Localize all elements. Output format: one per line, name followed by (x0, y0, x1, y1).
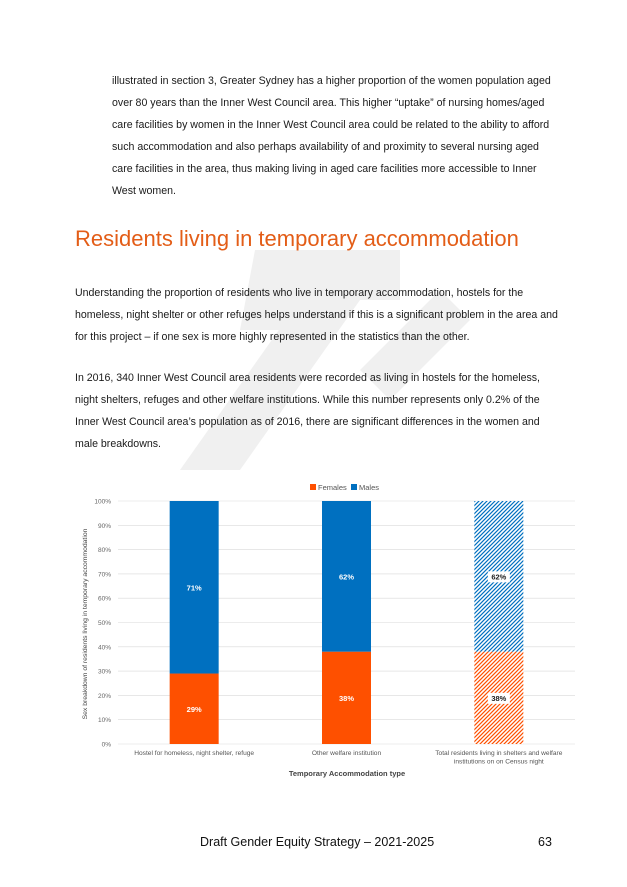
legend-label-males: Males (359, 483, 379, 492)
y-tick-label: 10% (98, 717, 111, 724)
bar-males-1 (169, 501, 219, 674)
data-label-males-1: 71% (187, 583, 202, 592)
y-tick-label: 40% (98, 644, 111, 651)
bar-females-2 (322, 651, 371, 744)
footer-title: Draft Gender Equity Strategy – 2021-2025 (200, 835, 435, 849)
data-label-males-3: 62% (491, 572, 506, 581)
y-tick-label: 100% (94, 499, 111, 506)
section-heading: Residents living in temporary accommodat… (75, 226, 519, 251)
bar-males-2 (322, 501, 371, 652)
y-tick-label: 30% (98, 669, 111, 676)
data-label-males-2: 62% (339, 572, 354, 581)
x-tick-label-2: Other welfare institution (312, 750, 382, 757)
y-tick-label: 50% (98, 620, 111, 627)
y-tick-label: 20% (98, 693, 111, 700)
y-tick-label: 60% (98, 596, 111, 603)
intro-paragraph: illustrated in section 3, Greater Sydney… (112, 75, 551, 197)
data-label-females-2: 38% (339, 694, 354, 703)
sex-breakdown-chart: 0% 10% 20% 30% 40% 50% 60% 70% 80% 90% 100% 29% 71%… (82, 483, 575, 778)
data-label-background (487, 692, 510, 704)
data-label-females-3: 38% (491, 694, 506, 703)
y-tick-label: 80% (98, 547, 111, 554)
x-axis-title: Temporary Accommodation type (289, 769, 405, 778)
legend-swatch-females (310, 484, 316, 490)
page-number: 63 (538, 835, 552, 849)
y-tick-label: 70% (98, 571, 111, 578)
y-axis-title: Sex breakdown of residents living in tem… (82, 528, 89, 719)
y-tick-label: 0% (102, 742, 112, 749)
paragraph-2016-stats: In 2016, 340 Inner West Council area res… (75, 372, 541, 450)
x-tick-label-3: Total residents living in shelters and w… (435, 750, 563, 766)
legend-label-females: Females (318, 483, 347, 492)
data-label-females-1: 29% (187, 705, 202, 714)
bar-females-1 (169, 673, 219, 744)
x-tick-label-1: Hostel for homeless, night shelter, refu… (134, 750, 254, 757)
data-label-background (487, 571, 510, 583)
legend-swatch-males (351, 484, 357, 490)
y-tick-label: 90% (98, 523, 111, 530)
paragraph-understanding: Understanding the proportion of resident… (75, 287, 558, 343)
